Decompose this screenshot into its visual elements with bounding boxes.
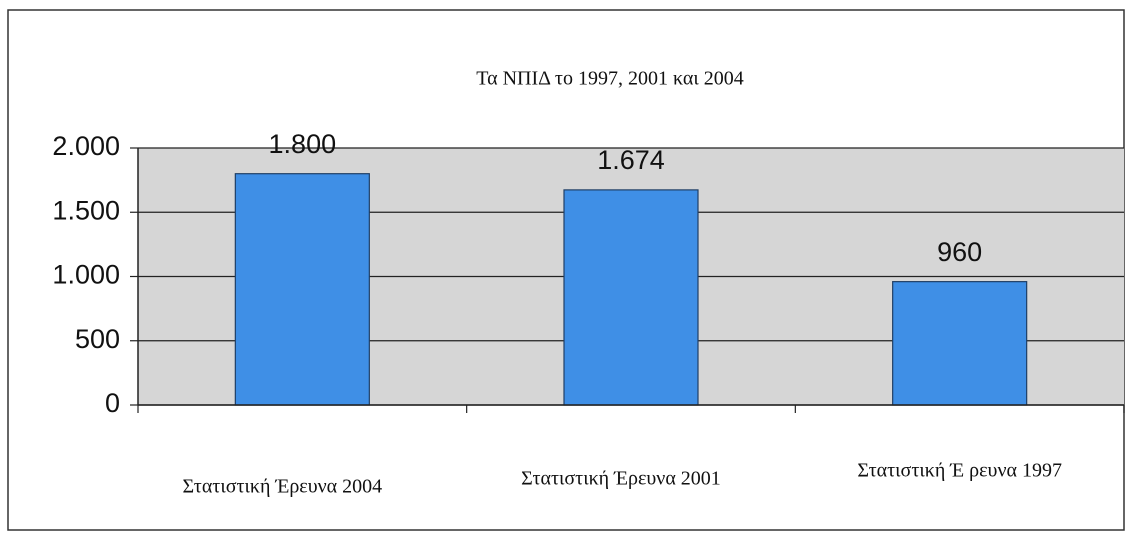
y-tick-label: 500 bbox=[75, 324, 120, 354]
y-tick-label: 1.500 bbox=[52, 195, 120, 225]
bar bbox=[234, 173, 370, 406]
chart-title: Τα ΝΠΙΔ το 1997, 2001 και 2004 bbox=[476, 68, 743, 90]
bar bbox=[892, 281, 1028, 406]
y-tick-label: 0 bbox=[105, 388, 120, 418]
x-tick-label: Στατιστική Έρευνα 2001 bbox=[521, 468, 721, 490]
y-tick-label: 2.000 bbox=[52, 131, 120, 161]
value-label: 960 bbox=[937, 237, 982, 267]
value-label: 1.800 bbox=[269, 129, 337, 159]
bar bbox=[563, 189, 699, 406]
value-label: 1.674 bbox=[597, 145, 665, 175]
x-tick-label: Στατιστική Έρευνα 2004 bbox=[183, 476, 383, 498]
x-tick-label: Στατιστική Έ ρευνα 1997 bbox=[857, 460, 1062, 482]
y-tick-label: 1.000 bbox=[52, 260, 120, 290]
